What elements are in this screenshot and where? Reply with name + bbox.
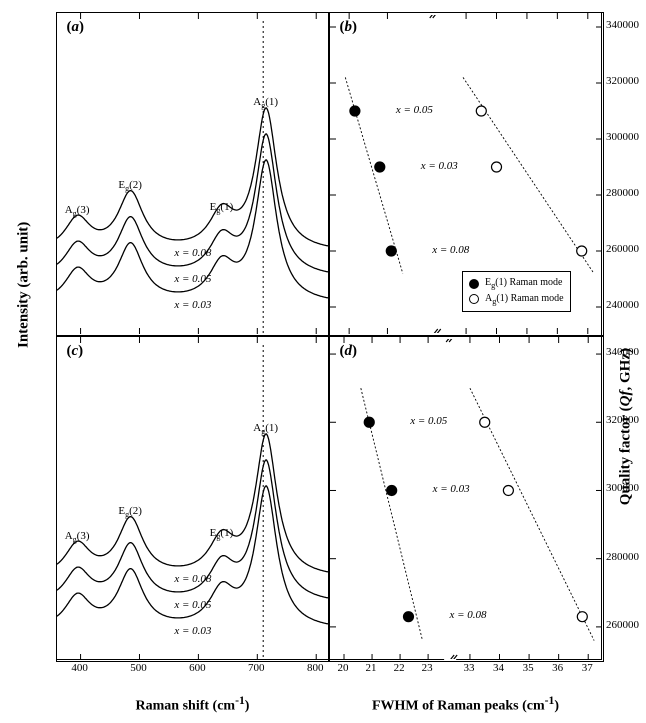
point-label: x = 0.08 <box>449 609 486 621</box>
x-axis-label-left: Raman shift (cm-1) <box>56 694 329 715</box>
circle-open-icon <box>469 294 479 304</box>
trace-label: x = 0.08 <box>174 573 211 585</box>
trace-label: x = 0.03 <box>174 299 211 311</box>
figure-frame: a Ag(3)Eg(2)Eg(1)Ag(1)x = 0.08x = 0.05x … <box>56 12 602 660</box>
trace-label: x = 0.08 <box>174 247 211 259</box>
trace-label: x = 0.03 <box>174 625 211 637</box>
legend-label: Ag(1) Raman mode <box>485 292 564 308</box>
point-label: x = 0.05 <box>396 104 433 116</box>
peak-annotation: Ag(3) <box>65 530 90 544</box>
point-label: x = 0.08 <box>432 244 469 256</box>
point-label: x = 0.03 <box>433 483 470 495</box>
panel-d: d x = 0.05x = 0.03x = 0.08 <box>329 336 604 662</box>
peak-annotation: Ag(1) <box>253 422 278 436</box>
peak-annotation: Eg(1) <box>210 201 234 215</box>
trace-label: x = 0.05 <box>174 273 211 285</box>
peak-annotation: Eg(2) <box>118 505 142 519</box>
legend-item-eg1: Eg(1) Raman mode <box>469 276 564 292</box>
x-axis-label-right: FWHM of Raman peaks (cm-1) <box>329 694 602 715</box>
panel-c: c Ag(3)Eg(2)Eg(1)Ag(1)x = 0.08x = 0.05x … <box>56 336 329 662</box>
peak-annotation: Ag(3) <box>65 204 90 218</box>
legend: Eg(1) Raman mode Ag(1) Raman mode <box>462 271 571 312</box>
trace-label: x = 0.05 <box>174 599 211 611</box>
circle-filled-icon <box>469 279 479 289</box>
legend-item-ag1: Ag(1) Raman mode <box>469 292 564 308</box>
y-axis-label-right: Quality factor (Qf, GHz) <box>618 348 635 505</box>
point-label: x = 0.03 <box>421 160 458 172</box>
peak-annotation: Eg(2) <box>118 179 142 193</box>
point-label: x = 0.05 <box>410 415 447 427</box>
peak-annotation: Ag(1) <box>253 96 278 110</box>
legend-label: Eg(1) Raman mode <box>485 276 562 292</box>
y-axis-label-left: Intensity (arb. unit) <box>16 222 33 348</box>
panel-a: a Ag(3)Eg(2)Eg(1)Ag(1)x = 0.08x = 0.05x … <box>56 12 329 336</box>
peak-annotation: Eg(1) <box>210 527 234 541</box>
